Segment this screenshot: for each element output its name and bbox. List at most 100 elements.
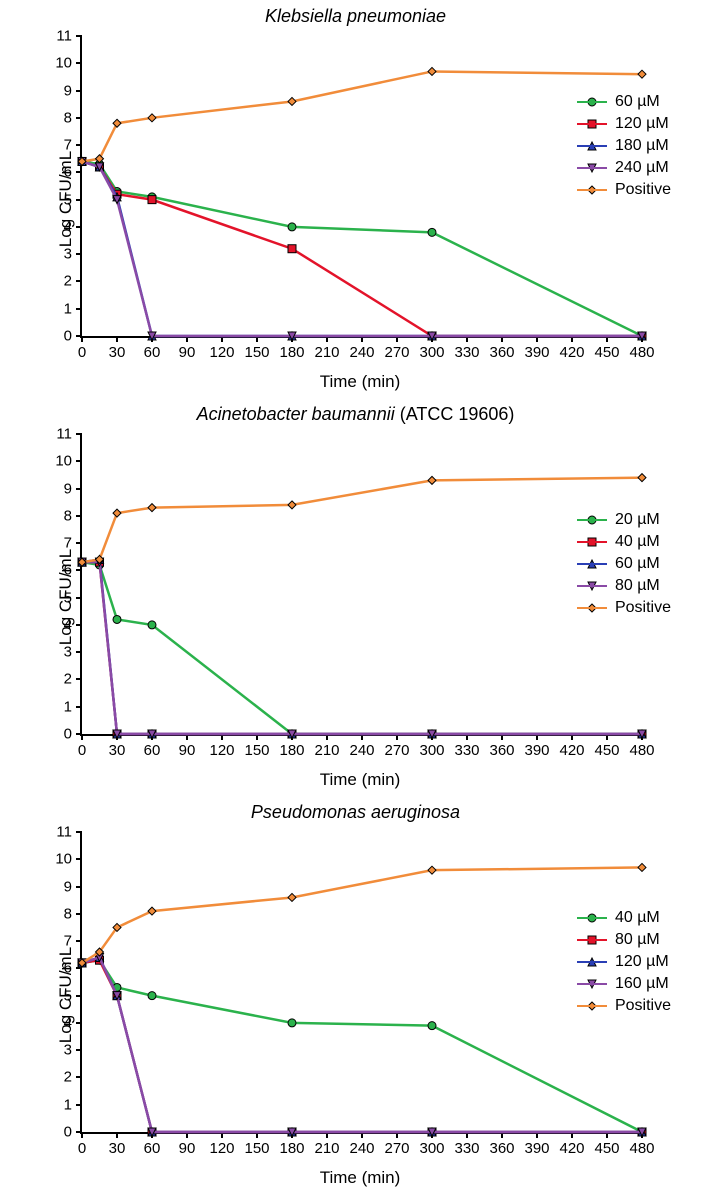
chart-svg bbox=[82, 36, 642, 336]
legend-item: 40 µM bbox=[577, 532, 671, 552]
legend-item: 180 µM bbox=[577, 136, 671, 156]
series-marker-1 bbox=[288, 245, 296, 253]
series-marker-4 bbox=[288, 97, 296, 105]
series-marker-4 bbox=[148, 114, 156, 122]
legend-label: 160 µM bbox=[615, 975, 669, 993]
circle-icon bbox=[577, 96, 607, 108]
series-marker-4 bbox=[288, 501, 296, 509]
legend-item: 240 µM bbox=[577, 158, 671, 178]
panel-title: Pseudomonas aeruginosa bbox=[0, 802, 711, 823]
legend: 60 µM 120 µM 180 µM 240 µM Positive bbox=[577, 90, 671, 202]
series-line-0 bbox=[82, 960, 642, 1132]
circle-icon bbox=[577, 514, 607, 526]
panel-title-plain: (ATCC 19606) bbox=[395, 404, 515, 424]
triangle-down-icon bbox=[577, 978, 607, 990]
legend-label: 80 µM bbox=[615, 931, 660, 949]
legend-label: 80 µM bbox=[615, 577, 660, 595]
legend-item: 160 µM bbox=[577, 974, 671, 994]
series-line-0 bbox=[82, 562, 642, 734]
chart-svg bbox=[82, 434, 642, 734]
x-axis-label: Time (min) bbox=[80, 372, 640, 392]
legend-item: 60 µM bbox=[577, 92, 671, 112]
plot-area: 0123456789101103060901201501802102402703… bbox=[80, 434, 642, 736]
legend: 20 µM 40 µM 60 µM 80 µM Positive bbox=[577, 508, 671, 620]
legend-item: Positive bbox=[577, 598, 671, 618]
series-marker-0 bbox=[288, 223, 296, 231]
legend-label: 60 µM bbox=[615, 93, 660, 111]
circle-icon bbox=[577, 912, 607, 924]
legend-label: 20 µM bbox=[615, 511, 660, 529]
series-marker-4 bbox=[638, 863, 646, 871]
chart-svg bbox=[82, 832, 642, 1132]
series-marker-4 bbox=[638, 474, 646, 482]
diamond-icon bbox=[577, 1000, 607, 1012]
series-marker-0 bbox=[428, 228, 436, 236]
series-marker-4 bbox=[113, 119, 121, 127]
series-line-2 bbox=[82, 957, 642, 1132]
series-marker-0 bbox=[148, 992, 156, 1000]
series-line-4 bbox=[82, 71, 642, 161]
series-line-3 bbox=[82, 957, 642, 1132]
series-line-2 bbox=[82, 559, 642, 734]
triangle-icon bbox=[577, 956, 607, 968]
legend-label: 60 µM bbox=[615, 555, 660, 573]
legend-label: Positive bbox=[615, 599, 671, 617]
triangle-down-icon bbox=[577, 162, 607, 174]
series-marker-0 bbox=[428, 1022, 436, 1030]
legend-item: 60 µM bbox=[577, 554, 671, 574]
chart-panel-0: Klebsiella pneumoniaeLog CFU/mLTime (min… bbox=[0, 0, 711, 398]
series-line-3 bbox=[82, 161, 642, 336]
triangle-icon bbox=[577, 140, 607, 152]
legend-label: 240 µM bbox=[615, 159, 669, 177]
legend-label: 40 µM bbox=[615, 909, 660, 927]
chart-panel-1: Acinetobacter baumannii (ATCC 19606)Log … bbox=[0, 398, 711, 796]
series-line-2 bbox=[82, 161, 642, 336]
series-line-4 bbox=[82, 867, 642, 962]
square-icon bbox=[577, 118, 607, 130]
square-icon bbox=[577, 934, 607, 946]
legend-item: 80 µM bbox=[577, 576, 671, 596]
legend-item: 40 µM bbox=[577, 908, 671, 928]
panel-title: Acinetobacter baumannii (ATCC 19606) bbox=[0, 404, 711, 425]
series-marker-0 bbox=[288, 1019, 296, 1027]
series-marker-4 bbox=[638, 70, 646, 78]
diamond-icon bbox=[577, 602, 607, 614]
legend-label: Positive bbox=[615, 181, 671, 199]
series-marker-4 bbox=[148, 504, 156, 512]
chart-panel-2: Pseudomonas aeruginosaLog CFU/mLTime (mi… bbox=[0, 796, 711, 1194]
series-marker-4 bbox=[288, 893, 296, 901]
legend-item: 120 µM bbox=[577, 952, 671, 972]
legend-item: Positive bbox=[577, 180, 671, 200]
series-marker-4 bbox=[428, 866, 436, 874]
series-line-1 bbox=[82, 960, 642, 1132]
legend: 40 µM 80 µM 120 µM 160 µM Positive bbox=[577, 906, 671, 1018]
legend-label: 120 µM bbox=[615, 953, 669, 971]
legend-item: 120 µM bbox=[577, 114, 671, 134]
series-marker-0 bbox=[113, 615, 121, 623]
legend-label: 40 µM bbox=[615, 533, 660, 551]
series-marker-1 bbox=[148, 196, 156, 204]
series-marker-4 bbox=[113, 509, 121, 517]
plot-area: 0123456789101103060901201501802102402703… bbox=[80, 832, 642, 1134]
triangle-icon bbox=[577, 558, 607, 570]
series-line-0 bbox=[82, 161, 642, 336]
legend-item: 80 µM bbox=[577, 930, 671, 950]
series-line-4 bbox=[82, 478, 642, 563]
legend-label: Positive bbox=[615, 997, 671, 1015]
series-marker-4 bbox=[428, 67, 436, 75]
series-marker-0 bbox=[148, 621, 156, 629]
series-marker-4 bbox=[148, 907, 156, 915]
series-line-1 bbox=[82, 161, 642, 336]
diamond-icon bbox=[577, 184, 607, 196]
square-icon bbox=[577, 536, 607, 548]
x-axis-label: Time (min) bbox=[80, 1168, 640, 1188]
triangle-down-icon bbox=[577, 580, 607, 592]
legend-item: 20 µM bbox=[577, 510, 671, 530]
legend-label: 120 µM bbox=[615, 115, 669, 133]
legend-label: 180 µM bbox=[615, 137, 669, 155]
legend-item: Positive bbox=[577, 996, 671, 1016]
series-marker-4 bbox=[428, 476, 436, 484]
plot-area: 0123456789101103060901201501802102402703… bbox=[80, 36, 642, 338]
series-line-3 bbox=[82, 562, 642, 734]
panel-title: Klebsiella pneumoniae bbox=[0, 6, 711, 27]
